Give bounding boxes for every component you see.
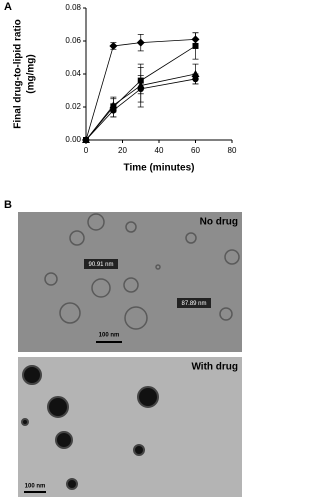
y-axis-label: Final drug-to-lipid ratio — [13, 19, 24, 128]
y-axis-label: (mg/mg) — [26, 54, 37, 93]
marker — [192, 75, 199, 83]
y-tick-label: 0.06 — [65, 36, 81, 45]
x-tick-label: 80 — [228, 146, 237, 155]
scale-bar-label: 100 nm — [99, 333, 120, 339]
image-label: With drug — [191, 362, 238, 373]
annotation-box — [177, 298, 211, 308]
x-tick-label: 40 — [155, 146, 164, 155]
panel-letter: A — [4, 1, 12, 13]
marker — [137, 85, 144, 93]
micrograph: 90.91 nm 87.89 nm No drug 100 nm — [18, 212, 242, 352]
series-line — [85, 45, 196, 141]
micrograph: With drug 100 nm — [18, 357, 242, 497]
marker — [82, 136, 90, 144]
vesicles — [44, 213, 240, 330]
scale-bar-label: 100 nm — [25, 484, 46, 490]
marker — [110, 107, 117, 114]
x-tick-label: 60 — [191, 146, 200, 155]
y-tick-label: 0.08 — [65, 3, 81, 12]
marker — [136, 38, 145, 47]
y-tick-label: 0.00 — [65, 135, 81, 144]
marker — [109, 41, 118, 50]
figure: A B Final drug-to-lipid ratio (mg/mg) Ti… — [4, 1, 242, 497]
image-label: No drug — [200, 217, 238, 228]
x-axis-label: Time (minutes) — [124, 163, 195, 174]
series-line — [85, 73, 196, 141]
y-tick-label: 0.02 — [65, 102, 81, 111]
image-background — [18, 212, 242, 352]
annotation: 90.91 nm — [88, 262, 113, 268]
series-line — [85, 38, 196, 141]
x-tick-label: 20 — [118, 146, 127, 155]
x-tick-label: 0 — [84, 146, 89, 155]
panel-letter: B — [4, 199, 12, 211]
marker — [192, 42, 199, 49]
particles — [21, 365, 159, 490]
y-tick-label: 0.04 — [65, 69, 81, 78]
annotation: 87.89 nm — [181, 301, 206, 307]
marker — [191, 70, 200, 77]
series-line — [85, 78, 196, 141]
image-background — [18, 357, 242, 497]
annotation-box — [84, 259, 118, 269]
